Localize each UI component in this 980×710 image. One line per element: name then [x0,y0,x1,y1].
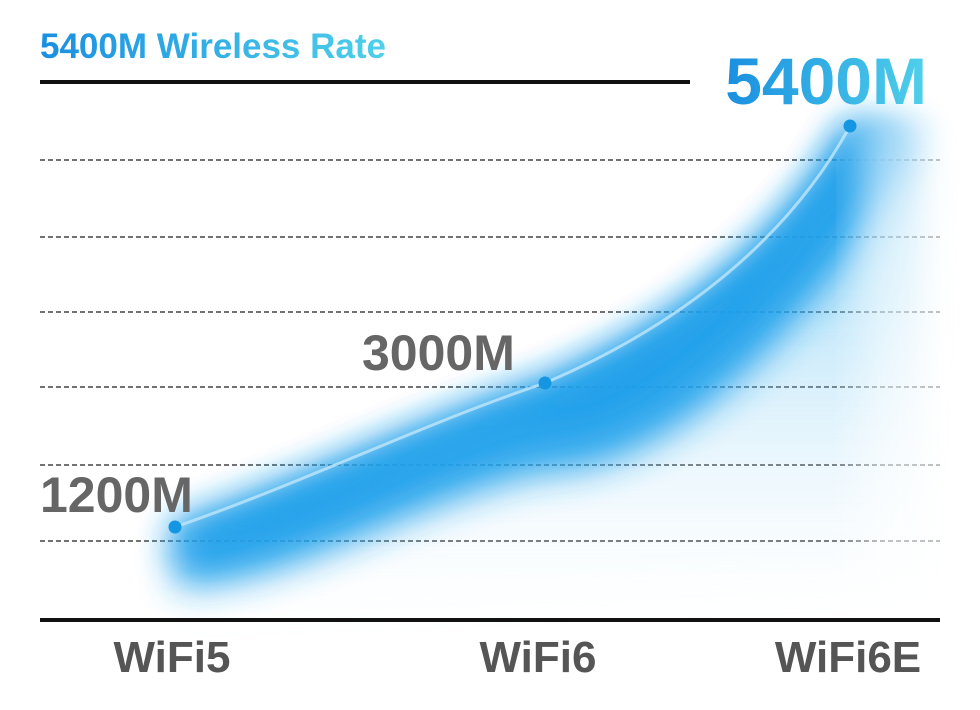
x-tick-label-wifi6e: WiFi6E [775,633,921,682]
chart-title: 5400M Wireless Rate [40,27,386,66]
area-edge [175,126,890,556]
x-tick-label-wifi6: WiFi6 [480,633,597,682]
data-point-wifi6 [538,376,552,390]
data-point-wifi6e [843,119,857,133]
area-layer [174,120,980,620]
value-label-wifi6e: 5400M [725,44,927,118]
x-tick-label-wifi5: WiFi5 [114,633,231,682]
value-label-wifi5: 1200M [40,467,193,523]
value-label-wifi6: 3000M [362,325,515,381]
data-points [168,119,857,534]
area-fade [860,120,980,620]
data-point-wifi5 [168,520,182,534]
category-labels: WiFi5 WiFi6 WiFi6E [114,633,922,682]
value-labels: 1200M 3000M 5400M [40,44,927,523]
